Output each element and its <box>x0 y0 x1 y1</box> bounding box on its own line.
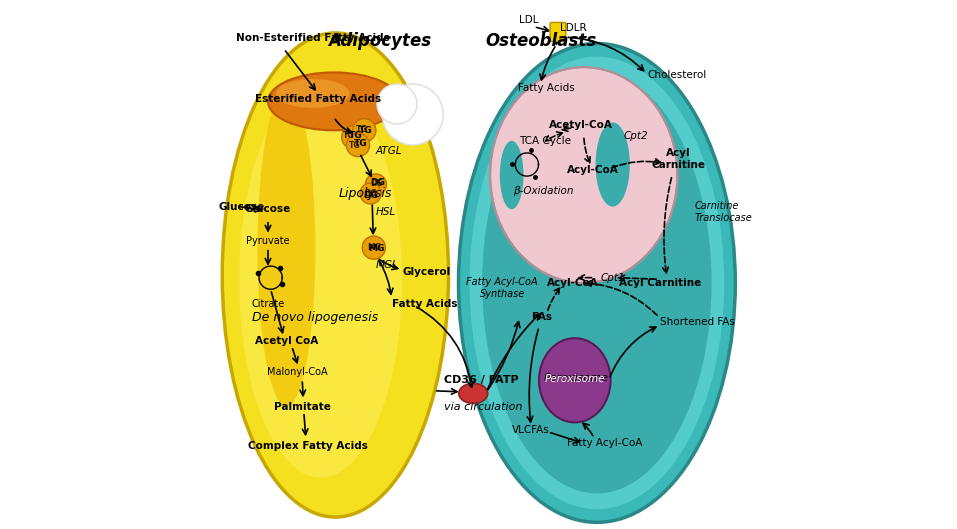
Ellipse shape <box>268 72 400 130</box>
Text: Carnitine
Translocase: Carnitine Translocase <box>694 201 752 223</box>
Text: MGL: MGL <box>376 260 399 269</box>
Text: CD36 / FATP: CD36 / FATP <box>444 375 519 385</box>
Circle shape <box>377 84 417 124</box>
Text: Acetyl-CoA: Acetyl-CoA <box>549 120 613 130</box>
Circle shape <box>342 125 365 149</box>
Ellipse shape <box>458 43 735 522</box>
Ellipse shape <box>257 91 316 407</box>
Text: TG: TG <box>356 125 367 134</box>
Ellipse shape <box>595 122 630 207</box>
Ellipse shape <box>470 57 724 509</box>
Text: Adipocytes: Adipocytes <box>328 32 432 50</box>
Text: ATGL: ATGL <box>376 147 402 157</box>
Text: β-Oxidation: β-Oxidation <box>514 186 574 196</box>
Text: TG: TG <box>359 126 372 135</box>
Text: TCA Cycle: TCA Cycle <box>520 136 571 146</box>
Text: Fatty Acids: Fatty Acids <box>391 299 457 309</box>
Text: Osteoblasts: Osteoblasts <box>485 32 596 50</box>
Circle shape <box>382 84 443 145</box>
Ellipse shape <box>458 384 488 404</box>
Text: DG: DG <box>370 178 385 187</box>
Text: Glycerol: Glycerol <box>402 267 451 277</box>
Ellipse shape <box>500 141 523 209</box>
Text: TG: TG <box>349 141 361 150</box>
Ellipse shape <box>276 79 349 108</box>
Circle shape <box>362 236 386 259</box>
Ellipse shape <box>222 33 449 517</box>
Text: Cholesterol: Cholesterol <box>647 70 706 80</box>
Text: LDLR: LDLR <box>560 23 587 33</box>
Text: Lipolysis: Lipolysis <box>339 187 392 200</box>
Text: Acetyl CoA: Acetyl CoA <box>255 336 318 346</box>
Text: Glucose: Glucose <box>245 204 291 214</box>
Text: Glucose: Glucose <box>218 202 264 212</box>
Text: Fatty Acyl-CoA
Synthase: Fatty Acyl-CoA Synthase <box>466 277 538 299</box>
Text: MG: MG <box>367 243 381 252</box>
Text: TG: TG <box>343 131 354 140</box>
FancyBboxPatch shape <box>550 22 566 41</box>
Text: LDL: LDL <box>519 15 538 25</box>
Ellipse shape <box>482 72 712 494</box>
Text: Cpt1: Cpt1 <box>600 272 625 282</box>
Text: Non-Esterified Fatty Acids: Non-Esterified Fatty Acids <box>236 33 390 43</box>
Text: De novo lipogenesis: De novo lipogenesis <box>253 311 378 324</box>
Ellipse shape <box>239 83 402 478</box>
Text: DG: DG <box>365 189 377 198</box>
Text: Shortened FAs: Shortened FAs <box>660 317 735 327</box>
Text: DG: DG <box>370 179 383 188</box>
Circle shape <box>366 174 387 195</box>
Text: Esterified Fatty Acids: Esterified Fatty Acids <box>255 94 381 104</box>
Text: via circulation: via circulation <box>444 402 523 412</box>
Text: Peroxisome: Peroxisome <box>544 372 609 382</box>
Text: Palmitate: Palmitate <box>274 402 331 412</box>
Text: Complex Fatty Acids: Complex Fatty Acids <box>248 441 367 451</box>
Text: MG: MG <box>367 244 384 253</box>
Text: Acyl-CoA: Acyl-CoA <box>547 278 599 288</box>
Text: Pyruvate: Pyruvate <box>246 236 290 246</box>
Circle shape <box>353 118 376 142</box>
Text: DG: DG <box>364 190 378 199</box>
Text: FAs: FAs <box>532 312 551 322</box>
Text: Acyl
Carnitine: Acyl Carnitine <box>652 149 705 170</box>
Text: Malonyl-CoA: Malonyl-CoA <box>267 367 327 377</box>
Text: Fatty Acyl-CoA: Fatty Acyl-CoA <box>568 439 642 449</box>
Text: Fatty Acids: Fatty Acids <box>518 83 575 93</box>
Text: Acyl Carnitine: Acyl Carnitine <box>619 278 701 288</box>
Text: TG: TG <box>354 139 367 148</box>
Ellipse shape <box>490 67 678 283</box>
Text: Cpt2: Cpt2 <box>624 131 649 141</box>
Text: HSL: HSL <box>376 207 396 217</box>
Circle shape <box>346 133 369 157</box>
Text: Peroxisome: Peroxisome <box>545 374 605 384</box>
Text: Acyl-CoA: Acyl-CoA <box>568 165 619 175</box>
Text: Citrate: Citrate <box>252 299 284 309</box>
Ellipse shape <box>539 338 611 422</box>
Text: TG: TG <box>349 131 363 140</box>
Circle shape <box>360 183 381 204</box>
Text: VLCFAs: VLCFAs <box>512 425 550 435</box>
